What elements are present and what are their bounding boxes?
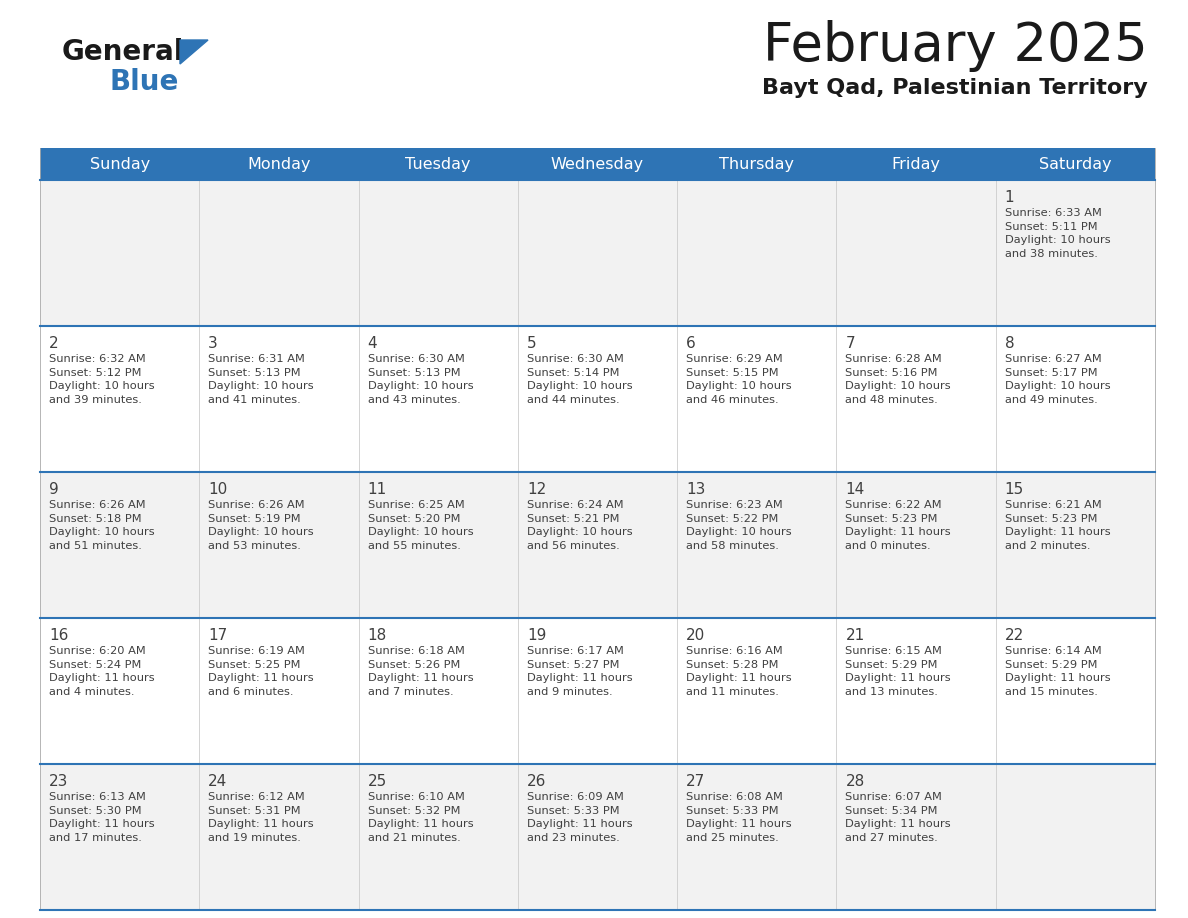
Text: Sunrise: 6:26 AM
Sunset: 5:19 PM
Daylight: 10 hours
and 53 minutes.: Sunrise: 6:26 AM Sunset: 5:19 PM Dayligh… (208, 500, 314, 551)
Text: Sunrise: 6:09 AM
Sunset: 5:33 PM
Daylight: 11 hours
and 23 minutes.: Sunrise: 6:09 AM Sunset: 5:33 PM Dayligh… (526, 792, 632, 843)
Text: Monday: Monday (247, 156, 311, 172)
Text: General: General (62, 38, 184, 66)
Text: Tuesday: Tuesday (405, 156, 470, 172)
Text: 1: 1 (1005, 190, 1015, 205)
Text: Sunrise: 6:19 AM
Sunset: 5:25 PM
Daylight: 11 hours
and 6 minutes.: Sunrise: 6:19 AM Sunset: 5:25 PM Dayligh… (208, 646, 314, 697)
Text: 20: 20 (687, 628, 706, 643)
Text: Sunrise: 6:30 AM
Sunset: 5:14 PM
Daylight: 10 hours
and 44 minutes.: Sunrise: 6:30 AM Sunset: 5:14 PM Dayligh… (526, 354, 632, 405)
Text: Sunrise: 6:15 AM
Sunset: 5:29 PM
Daylight: 11 hours
and 13 minutes.: Sunrise: 6:15 AM Sunset: 5:29 PM Dayligh… (846, 646, 952, 697)
Text: Sunrise: 6:29 AM
Sunset: 5:15 PM
Daylight: 10 hours
and 46 minutes.: Sunrise: 6:29 AM Sunset: 5:15 PM Dayligh… (687, 354, 791, 405)
Text: 23: 23 (49, 774, 69, 789)
Text: Sunrise: 6:20 AM
Sunset: 5:24 PM
Daylight: 11 hours
and 4 minutes.: Sunrise: 6:20 AM Sunset: 5:24 PM Dayligh… (49, 646, 154, 697)
Text: Sunrise: 6:13 AM
Sunset: 5:30 PM
Daylight: 11 hours
and 17 minutes.: Sunrise: 6:13 AM Sunset: 5:30 PM Dayligh… (49, 792, 154, 843)
Text: Sunrise: 6:26 AM
Sunset: 5:18 PM
Daylight: 10 hours
and 51 minutes.: Sunrise: 6:26 AM Sunset: 5:18 PM Dayligh… (49, 500, 154, 551)
Text: Bayt Qad, Palestinian Territory: Bayt Qad, Palestinian Territory (763, 78, 1148, 98)
Text: 25: 25 (367, 774, 387, 789)
Bar (40, 472, 1155, 618)
Text: Sunrise: 6:28 AM
Sunset: 5:16 PM
Daylight: 10 hours
and 48 minutes.: Sunrise: 6:28 AM Sunset: 5:16 PM Dayligh… (846, 354, 952, 405)
Text: Blue: Blue (110, 68, 179, 96)
Text: 5: 5 (526, 336, 537, 351)
Text: 17: 17 (208, 628, 228, 643)
Text: Sunrise: 6:10 AM
Sunset: 5:32 PM
Daylight: 11 hours
and 21 minutes.: Sunrise: 6:10 AM Sunset: 5:32 PM Dayligh… (367, 792, 473, 843)
Text: Sunrise: 6:18 AM
Sunset: 5:26 PM
Daylight: 11 hours
and 7 minutes.: Sunrise: 6:18 AM Sunset: 5:26 PM Dayligh… (367, 646, 473, 697)
Text: 6: 6 (687, 336, 696, 351)
Text: 24: 24 (208, 774, 228, 789)
Text: 3: 3 (208, 336, 219, 351)
Text: Sunrise: 6:08 AM
Sunset: 5:33 PM
Daylight: 11 hours
and 25 minutes.: Sunrise: 6:08 AM Sunset: 5:33 PM Dayligh… (687, 792, 791, 843)
Text: Sunrise: 6:22 AM
Sunset: 5:23 PM
Daylight: 11 hours
and 0 minutes.: Sunrise: 6:22 AM Sunset: 5:23 PM Dayligh… (846, 500, 952, 551)
Bar (40, 326, 1155, 472)
Text: Sunrise: 6:30 AM
Sunset: 5:13 PM
Daylight: 10 hours
and 43 minutes.: Sunrise: 6:30 AM Sunset: 5:13 PM Dayligh… (367, 354, 473, 405)
Text: 14: 14 (846, 482, 865, 497)
Polygon shape (181, 40, 208, 64)
Text: 11: 11 (367, 482, 387, 497)
Text: 22: 22 (1005, 628, 1024, 643)
Bar (40, 764, 1155, 910)
Text: Sunrise: 6:31 AM
Sunset: 5:13 PM
Daylight: 10 hours
and 41 minutes.: Sunrise: 6:31 AM Sunset: 5:13 PM Dayligh… (208, 354, 314, 405)
Text: Sunrise: 6:12 AM
Sunset: 5:31 PM
Daylight: 11 hours
and 19 minutes.: Sunrise: 6:12 AM Sunset: 5:31 PM Dayligh… (208, 792, 314, 843)
Bar (40, 618, 1155, 764)
Text: Sunrise: 6:17 AM
Sunset: 5:27 PM
Daylight: 11 hours
and 9 minutes.: Sunrise: 6:17 AM Sunset: 5:27 PM Dayligh… (526, 646, 632, 697)
Text: 16: 16 (49, 628, 69, 643)
Text: 13: 13 (687, 482, 706, 497)
Text: Sunrise: 6:07 AM
Sunset: 5:34 PM
Daylight: 11 hours
and 27 minutes.: Sunrise: 6:07 AM Sunset: 5:34 PM Dayligh… (846, 792, 952, 843)
Text: 2: 2 (49, 336, 58, 351)
Text: 19: 19 (526, 628, 546, 643)
Text: Thursday: Thursday (719, 156, 795, 172)
Text: Sunrise: 6:23 AM
Sunset: 5:22 PM
Daylight: 10 hours
and 58 minutes.: Sunrise: 6:23 AM Sunset: 5:22 PM Dayligh… (687, 500, 791, 551)
Text: Sunrise: 6:27 AM
Sunset: 5:17 PM
Daylight: 10 hours
and 49 minutes.: Sunrise: 6:27 AM Sunset: 5:17 PM Dayligh… (1005, 354, 1111, 405)
Text: 15: 15 (1005, 482, 1024, 497)
Text: 27: 27 (687, 774, 706, 789)
Text: Sunrise: 6:32 AM
Sunset: 5:12 PM
Daylight: 10 hours
and 39 minutes.: Sunrise: 6:32 AM Sunset: 5:12 PM Dayligh… (49, 354, 154, 405)
Bar (40, 180, 1155, 326)
Text: Wednesday: Wednesday (551, 156, 644, 172)
Text: February 2025: February 2025 (763, 20, 1148, 72)
Text: Sunrise: 6:14 AM
Sunset: 5:29 PM
Daylight: 11 hours
and 15 minutes.: Sunrise: 6:14 AM Sunset: 5:29 PM Dayligh… (1005, 646, 1111, 697)
Text: Sunrise: 6:33 AM
Sunset: 5:11 PM
Daylight: 10 hours
and 38 minutes.: Sunrise: 6:33 AM Sunset: 5:11 PM Dayligh… (1005, 208, 1111, 259)
Text: 28: 28 (846, 774, 865, 789)
Text: 4: 4 (367, 336, 378, 351)
Text: Saturday: Saturday (1040, 156, 1112, 172)
Text: 21: 21 (846, 628, 865, 643)
Text: 26: 26 (526, 774, 546, 789)
Text: 7: 7 (846, 336, 855, 351)
Text: Sunrise: 6:21 AM
Sunset: 5:23 PM
Daylight: 11 hours
and 2 minutes.: Sunrise: 6:21 AM Sunset: 5:23 PM Dayligh… (1005, 500, 1111, 551)
Text: Sunrise: 6:24 AM
Sunset: 5:21 PM
Daylight: 10 hours
and 56 minutes.: Sunrise: 6:24 AM Sunset: 5:21 PM Dayligh… (526, 500, 632, 551)
Text: Sunrise: 6:16 AM
Sunset: 5:28 PM
Daylight: 11 hours
and 11 minutes.: Sunrise: 6:16 AM Sunset: 5:28 PM Dayligh… (687, 646, 791, 697)
Text: Friday: Friday (891, 156, 941, 172)
Text: Sunrise: 6:25 AM
Sunset: 5:20 PM
Daylight: 10 hours
and 55 minutes.: Sunrise: 6:25 AM Sunset: 5:20 PM Dayligh… (367, 500, 473, 551)
Text: 8: 8 (1005, 336, 1015, 351)
Text: 9: 9 (49, 482, 58, 497)
Text: 12: 12 (526, 482, 546, 497)
Text: 18: 18 (367, 628, 387, 643)
Bar (40, 148, 1155, 180)
Text: 10: 10 (208, 482, 228, 497)
Text: Sunday: Sunday (89, 156, 150, 172)
